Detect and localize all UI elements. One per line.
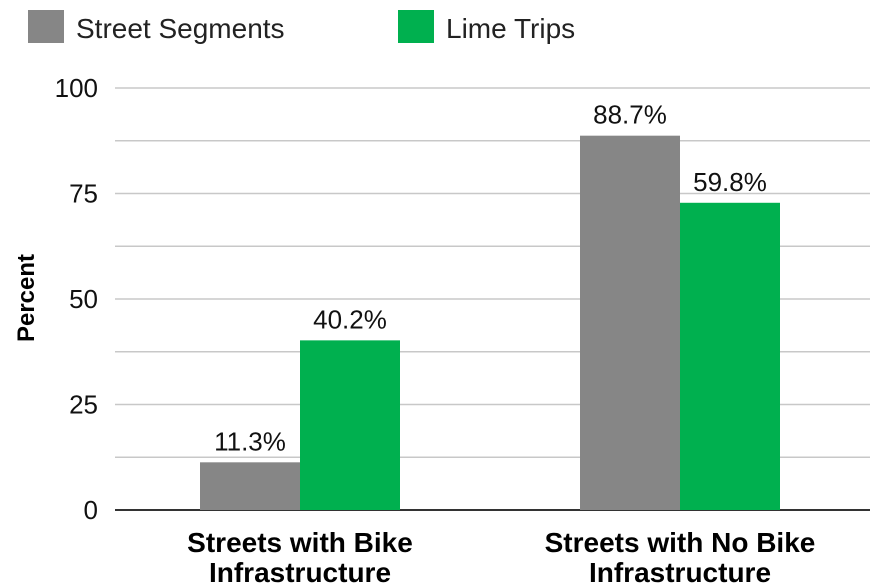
category-label: Infrastructure: [589, 557, 771, 585]
legend-label-street-segments: Street Segments: [76, 13, 285, 44]
category-label: Streets with No Bike: [545, 527, 816, 558]
data-label: 40.2%: [313, 304, 387, 334]
bar-lime-trips: [300, 340, 400, 510]
legend-label-lime-trips: Lime Trips: [446, 13, 575, 44]
data-label: 11.3%: [214, 426, 286, 456]
bar-street-segments: [580, 135, 680, 510]
legend-swatch-street-segments: [28, 10, 64, 43]
bar-lime-trips: [680, 202, 780, 510]
data-label: 88.7%: [593, 100, 667, 130]
y-tick-label: 0: [84, 495, 98, 525]
y-tick-label: 25: [69, 390, 98, 420]
y-tick-label: 75: [69, 179, 98, 209]
y-tick-label: 100: [55, 73, 98, 103]
category-label: Streets with Bike: [187, 527, 413, 558]
y-tick-label: 50: [69, 284, 98, 314]
y-axis-label: Percent: [13, 254, 40, 342]
legend: Street Segments Lime Trips: [28, 10, 575, 44]
bar-street-segments: [200, 462, 300, 510]
category-label: Infrastructure: [209, 557, 391, 585]
legend-swatch-lime-trips: [398, 10, 434, 43]
data-label: 59.8%: [693, 167, 767, 197]
